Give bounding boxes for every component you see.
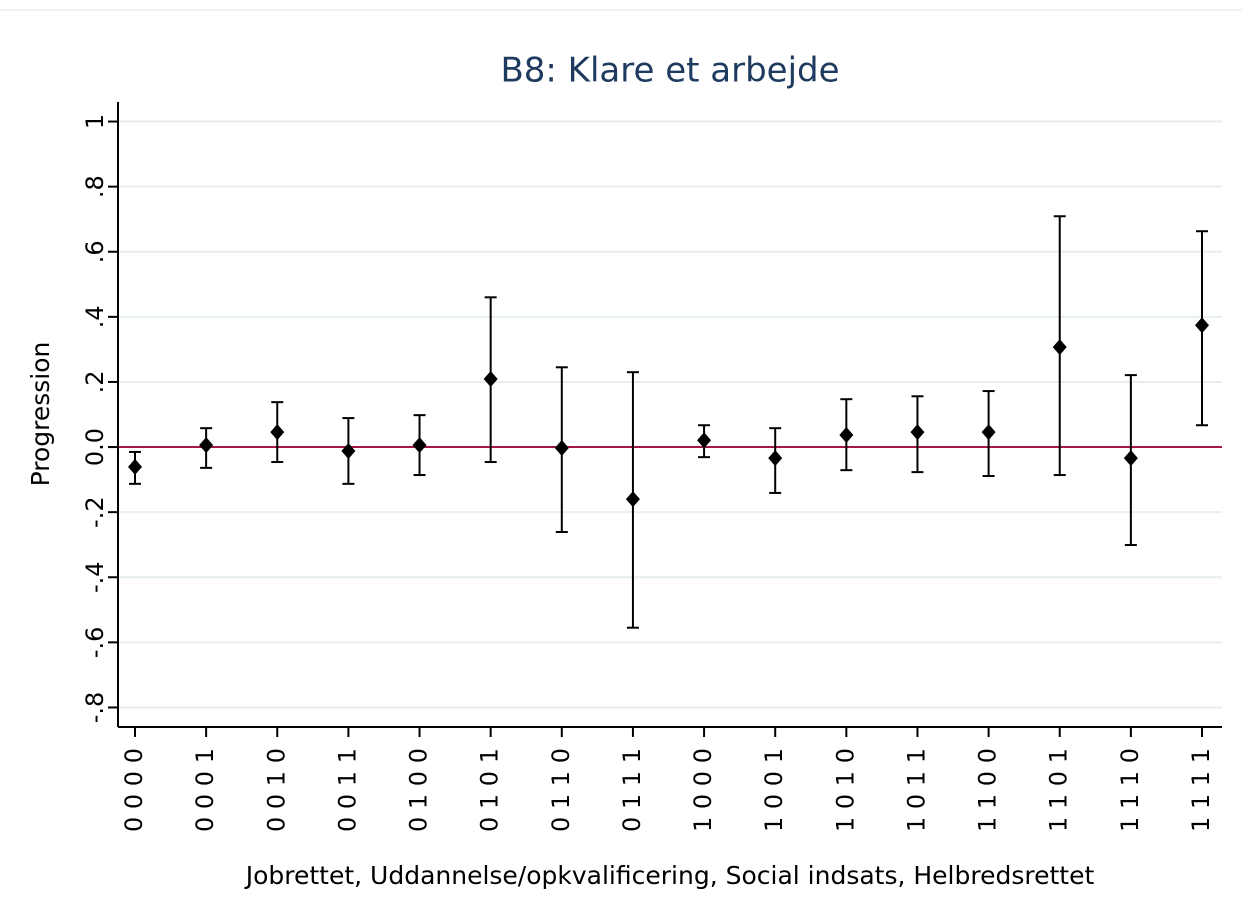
point: [839, 427, 854, 444]
y-tick-label: -.6: [81, 627, 109, 659]
x-tick-label: 0 1 1 0: [547, 748, 575, 832]
chart-title: B8: Klare et arbejde: [500, 51, 839, 91]
point: [768, 450, 783, 467]
y-tick-label: -.4: [81, 561, 109, 593]
point: [1123, 450, 1138, 467]
point: [199, 437, 214, 454]
y-tick-label: .8: [81, 175, 109, 198]
point: [625, 491, 640, 508]
x-tick-label: 0 0 0 1: [191, 748, 219, 832]
point: [270, 424, 285, 441]
x-tick-label: 1 0 1 1: [902, 748, 930, 832]
point: [910, 424, 925, 441]
x-tick-label: 1 0 0 0: [689, 748, 717, 832]
x-tick-label: 0 1 1 1: [618, 748, 646, 832]
x-tick-label: 1 0 1 0: [831, 748, 859, 832]
y-tick-label: .2: [81, 370, 109, 393]
point: [981, 424, 996, 441]
x-tick-label: 1 1 0 1: [1045, 748, 1073, 832]
point: [1195, 317, 1209, 334]
point: [554, 440, 569, 457]
y-tick-label: 1: [81, 114, 109, 129]
y-tick-label: .4: [81, 305, 109, 328]
x-tick-label: 1 1 1 0: [1116, 748, 1144, 832]
x-tick-label: 0 0 0 0: [120, 748, 148, 832]
point: [1052, 339, 1067, 356]
point: [412, 437, 427, 454]
point: [483, 371, 498, 388]
x-tick-label: 0 1 0 0: [405, 748, 433, 832]
point: [341, 442, 356, 459]
x-axis-label: Jobrettet, Uddannelse/opkvalificering, S…: [244, 861, 1095, 890]
y-axis-label: Progression: [26, 342, 55, 487]
x-tick-label: 1 1 0 0: [974, 748, 1002, 832]
x-tick-label: 0 0 1 1: [333, 748, 361, 832]
x-tick-label: 0 0 1 0: [262, 748, 290, 832]
y-tick-label: 0.0: [81, 428, 109, 466]
point: [697, 432, 712, 449]
x-tick-label: 1 1 1 1: [1187, 748, 1215, 832]
point: [128, 458, 142, 475]
x-tick-label: 1 0 0 1: [760, 748, 788, 832]
x-tick-label: 0 1 0 1: [476, 748, 504, 832]
y-tick-label: .6: [81, 240, 109, 263]
y-tick-label: -.2: [81, 496, 109, 528]
y-tick-label: -.8: [81, 692, 109, 724]
